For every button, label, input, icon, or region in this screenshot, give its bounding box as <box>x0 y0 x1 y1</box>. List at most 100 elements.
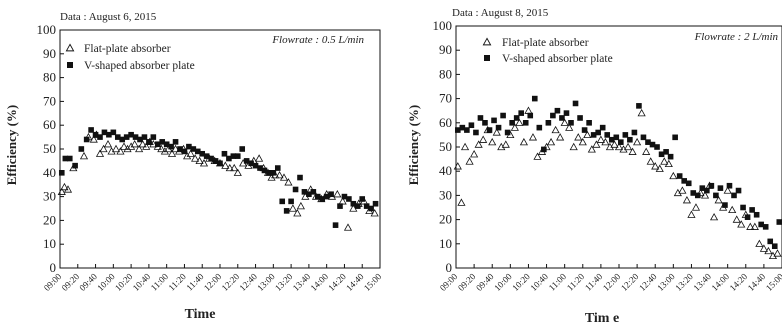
data-point-flat <box>333 189 342 198</box>
data-point-flat <box>646 157 655 165</box>
data-point-flat <box>610 140 619 148</box>
x-tick-label: 11:40 <box>184 271 206 293</box>
legend-flat-label: Flat-plate absorber <box>84 43 171 55</box>
data-point-vshaped <box>767 238 774 245</box>
x-tick-label: 09:40 <box>77 271 99 293</box>
y-tick-label: 60 <box>439 115 452 130</box>
data-point-vshaped <box>146 139 152 145</box>
data-point-vshaped <box>359 196 366 202</box>
y-tick-label: 100 <box>433 18 453 33</box>
x-tick-label: 12:40 <box>237 271 259 293</box>
x-tick-label: 12:00 <box>202 271 224 293</box>
data-point-vshaped <box>92 131 99 138</box>
data-point-flat <box>135 144 144 153</box>
data-point-vshaped <box>257 165 263 171</box>
data-point-vshaped <box>72 162 78 169</box>
data-point-vshaped <box>771 243 778 250</box>
data-point-vshaped <box>154 141 161 148</box>
data-point-vshaped <box>572 100 579 107</box>
data-point-flat <box>510 123 519 131</box>
data-point-flat <box>343 223 353 231</box>
data-point-vshaped <box>459 124 466 131</box>
data-point-vshaped <box>314 193 321 200</box>
data-point-vshaped <box>491 117 497 124</box>
data-point-vshaped <box>83 136 90 143</box>
data-point-flat <box>710 212 719 221</box>
data-point-flat <box>79 151 89 160</box>
data-point-flat <box>255 154 264 162</box>
flowrate-label: Flowrate : 0.5 L/min <box>271 34 364 46</box>
data-point-flat <box>191 154 200 162</box>
data-point-flat <box>578 137 587 146</box>
data-point-vshaped <box>613 134 620 141</box>
data-point-vshaped <box>137 136 143 143</box>
data-point-flat <box>687 210 696 218</box>
data-point-vshaped <box>541 146 547 153</box>
data-point-flat <box>637 108 646 117</box>
data-point-flat <box>660 157 669 165</box>
data-point-vshaped <box>559 115 565 121</box>
y-tick-label: 40 <box>439 163 452 178</box>
data-point-vshaped <box>341 193 348 200</box>
data-point-flat <box>773 249 782 257</box>
data-point-flat <box>230 163 239 172</box>
x-tick-label: 15:00 <box>764 271 782 293</box>
data-point-vshaped <box>58 170 65 176</box>
data-point-vshaped <box>586 120 592 126</box>
data-point-flat <box>628 147 637 155</box>
data-point-flat <box>60 182 69 191</box>
data-point-flat <box>569 142 578 151</box>
data-point-flat <box>186 149 195 157</box>
data-point-vshaped <box>753 211 760 218</box>
data-point-vshaped <box>62 155 69 162</box>
data-point-vshaped <box>181 148 188 155</box>
data-point-vshaped <box>636 103 642 109</box>
y-tick-label: 90 <box>439 42 452 57</box>
data-point-vshaped <box>744 214 751 220</box>
x-tick-label: 13:20 <box>673 271 695 293</box>
data-point-vshaped <box>306 191 312 198</box>
data-point-flat <box>669 171 678 180</box>
data-point-flat <box>574 133 583 141</box>
data-point-vshaped <box>536 124 543 131</box>
data-point-vshaped <box>504 129 511 136</box>
x-tick-label: 10:00 <box>95 271 117 293</box>
data-point-flat <box>501 140 510 148</box>
data-point-flat <box>750 222 759 230</box>
x-tick-label: 12:20 <box>220 271 242 293</box>
data-point-vshaped <box>595 129 601 136</box>
data-point-vshaped <box>128 131 134 138</box>
data-point-vshaped <box>217 160 223 167</box>
data-point-flat <box>633 137 642 146</box>
data-point-flat <box>103 140 113 148</box>
data-point-flat <box>167 149 177 157</box>
x-axis-label: Time <box>185 307 216 322</box>
data-point-vshaped <box>522 120 529 126</box>
x-tick-label: 10:40 <box>131 271 153 293</box>
data-point-flat <box>519 137 528 146</box>
data-point-vshaped <box>758 221 764 228</box>
x-tick-label: 11:00 <box>149 271 171 293</box>
x-tick-label: 10:40 <box>528 271 550 293</box>
data-point-vshaped <box>513 115 520 121</box>
data-point-flat <box>225 163 234 172</box>
y-tick-label: 60 <box>43 117 56 132</box>
legend-vshaped-label: V-shaped absorber plate <box>84 60 195 72</box>
data-point-vshaped <box>468 122 475 129</box>
data-point-vshaped <box>681 178 687 184</box>
data-point-vshaped <box>177 146 183 152</box>
data-point-vshaped <box>239 146 246 152</box>
y-tick-label: 80 <box>439 66 452 81</box>
legend-triangle-marker <box>482 37 492 46</box>
x-tick-label: 09:00 <box>42 271 64 293</box>
data-point-flat <box>533 152 542 160</box>
data-point-vshaped <box>199 150 206 157</box>
data-point-vshaped <box>550 112 556 119</box>
data-point-flat <box>587 145 596 153</box>
x-tick-label: 13:00 <box>655 271 677 293</box>
data-point-vshaped <box>248 160 254 167</box>
data-point-flat <box>465 157 474 165</box>
data-point-vshaped <box>283 208 290 214</box>
data-point-vshaped <box>581 127 588 133</box>
